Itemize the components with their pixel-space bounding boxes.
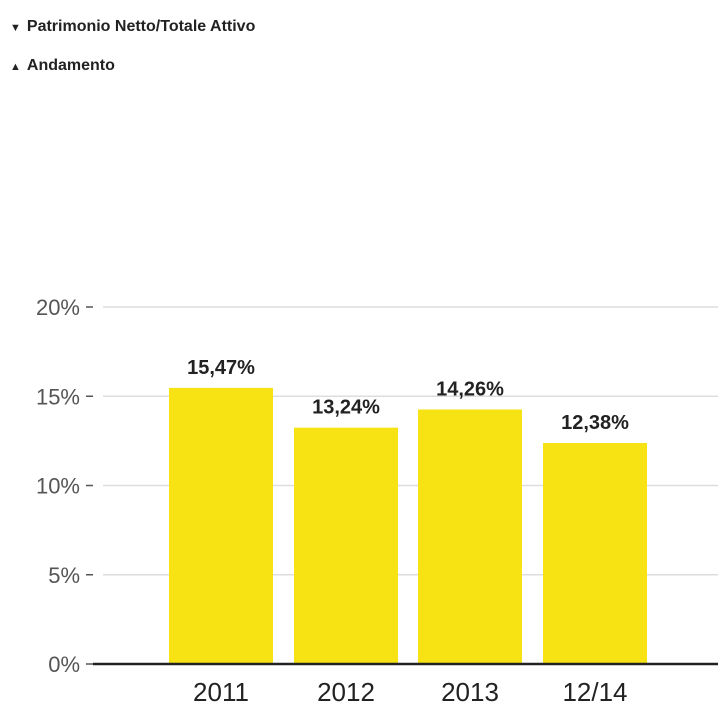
data-label: 15,47% bbox=[187, 357, 255, 379]
bar bbox=[543, 443, 647, 664]
expand-arrow-icon: ▲ bbox=[10, 61, 21, 73]
data-label: 14,26% bbox=[436, 378, 504, 400]
x-tick-label: 2011 bbox=[193, 677, 249, 706]
collapse-arrow-icon: ▼ bbox=[10, 22, 21, 34]
header-line-trend: ▲ Andamento bbox=[10, 57, 115, 75]
data-label: 13,24% bbox=[312, 397, 380, 419]
y-tick-label: 10% bbox=[36, 474, 80, 499]
data-label: 12,38% bbox=[561, 412, 629, 434]
y-tick-label: 20% bbox=[36, 295, 80, 320]
x-tick-label: 2013 bbox=[441, 677, 499, 706]
y-tick-label: 5% bbox=[48, 563, 80, 588]
header-title: Patrimonio Netto/Totale Attivo bbox=[26, 18, 256, 35]
header-line-ratio: ▼ Patrimonio Netto/Totale Attivo bbox=[10, 18, 255, 36]
x-tick-label: 12/14 bbox=[562, 677, 627, 706]
y-tick-label: 0% bbox=[48, 652, 80, 677]
bar bbox=[169, 387, 273, 664]
bar bbox=[418, 409, 522, 664]
header-subtitle: Andamento bbox=[26, 57, 115, 74]
y-tick-label: 15% bbox=[36, 384, 80, 409]
x-tick-label: 2012 bbox=[317, 677, 375, 706]
bar bbox=[294, 427, 398, 664]
